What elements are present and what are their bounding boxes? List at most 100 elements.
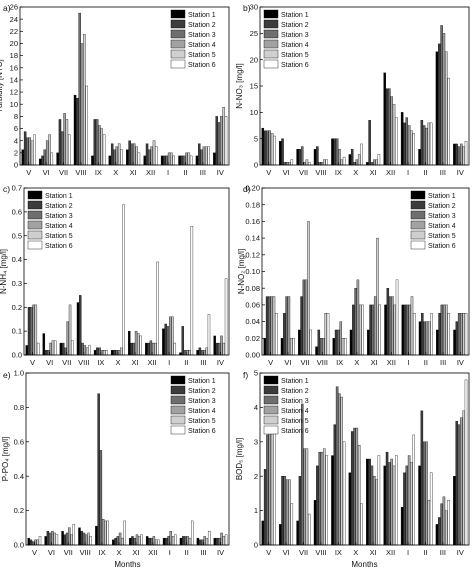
- panel-c: c) 0.0 0.1 0.2 0.3 0.4 0.5 0.6 0.7 V VI VII VIII IX X X…: [0, 184, 230, 367]
- bar-station-3-X: [354, 288, 357, 356]
- legend-swatch: [263, 385, 279, 395]
- bar-station-6-VIII: [89, 536, 92, 546]
- x-tick-label: XI: [131, 358, 138, 367]
- bar-station-3-VIII: [82, 532, 86, 546]
- bar-station-1-II: [179, 537, 183, 546]
- x-tick-label: IV: [457, 358, 464, 367]
- legend-label: Station 5: [188, 418, 216, 425]
- bar-station-2-XII: [385, 451, 389, 546]
- bar-station-2-XII: [385, 88, 389, 166]
- bar-station-5-IV: [462, 313, 465, 356]
- legend: Station 1 Station 2 Station 3 Station 4 Stat…: [263, 375, 309, 435]
- bar-station-1-VII: [296, 520, 299, 546]
- bar-station-5-VI: [48, 134, 51, 166]
- bar-station-4-VI: [285, 479, 289, 546]
- bar-station-4-XI: [373, 476, 376, 546]
- bar-station-2-X: [350, 431, 354, 546]
- bar-station-4-I: [408, 304, 411, 356]
- x-tick-label: VII: [301, 358, 310, 367]
- bar-station-6-II: [430, 313, 433, 356]
- x-tick-label: VI: [43, 168, 50, 177]
- bar-station-2-X: [352, 304, 355, 356]
- bar-station-4-III: [442, 33, 446, 166]
- bar-station-3-VI: [43, 149, 47, 166]
- bar-station-3-IX: [335, 138, 339, 166]
- y-tick-label: 20: [10, 39, 18, 48]
- bar-station-6-XII: [395, 117, 398, 166]
- bar-station-6-V: [38, 536, 42, 546]
- legend-swatch: [410, 190, 426, 200]
- x-tick-label: III: [440, 168, 446, 177]
- bar-station-1-IX: [91, 155, 94, 166]
- bar-station-3-IX: [337, 329, 340, 356]
- legend-label: Station 6: [281, 62, 309, 69]
- legend-swatch: [410, 210, 426, 220]
- bar-station-5-VIII: [323, 448, 326, 546]
- bar-station-3-II: [423, 321, 426, 356]
- y-tick-label: 0: [14, 161, 18, 170]
- bar-station-2-VII: [63, 534, 67, 546]
- x-tick-label: VII: [64, 548, 73, 557]
- bar-station-4-IX: [339, 321, 342, 356]
- bar-station-3-X: [113, 149, 116, 166]
- bar-station-4-X: [356, 279, 360, 356]
- bar-station-4-XI: [373, 296, 377, 356]
- y-tick-label: 20: [250, 55, 258, 64]
- x-tick-label: V: [30, 358, 35, 367]
- x-tick-label: IV: [217, 168, 224, 177]
- bar-station-3-I: [167, 536, 170, 546]
- bar-station-2-III: [438, 517, 441, 546]
- y-tick-label: 0.0: [14, 541, 24, 550]
- bar-station-5-I: [410, 296, 414, 356]
- legend-swatch: [27, 240, 43, 250]
- bar-station-6-XII: [157, 539, 160, 546]
- y-tick-label: 0.8: [14, 403, 24, 412]
- y-axis-label: N-NO₂ [mg/l]: [237, 249, 246, 294]
- bar-station-6-III: [447, 500, 450, 546]
- x-tick-label: IX: [336, 358, 343, 367]
- bar-station-1-X: [349, 329, 353, 356]
- bar-station-5-III: [445, 304, 448, 356]
- legend-label: Station 1: [188, 12, 216, 19]
- bar-station-5-XII: [152, 140, 156, 166]
- bar-station-3-I: [405, 117, 409, 166]
- bar-station-1-XI: [366, 458, 369, 546]
- bar-station-5-III: [445, 51, 448, 166]
- legend-label: Station 6: [188, 428, 216, 435]
- bar-station-4-V: [32, 304, 35, 356]
- x-tick-label: II: [184, 358, 188, 367]
- x-tick-label: X: [115, 358, 120, 367]
- x-tick-label: III: [200, 548, 206, 557]
- bar-station-2-V: [27, 307, 31, 356]
- legend-swatch: [263, 29, 279, 39]
- bar-station-5-X: [117, 143, 121, 166]
- y-axis-label: P-PO₄ [mg/l]: [1, 437, 10, 482]
- x-tick-label: II: [183, 168, 187, 177]
- legend-swatch: [263, 405, 279, 415]
- bar-station-6-XI: [140, 534, 143, 546]
- legend-swatch: [263, 415, 279, 425]
- bar-station-4-V: [270, 296, 273, 356]
- bar-station-3-XII: [388, 296, 392, 356]
- x-tick-label: XI: [130, 168, 137, 177]
- legend-label: Station 6: [428, 243, 456, 250]
- bar-station-6-II: [429, 472, 433, 546]
- bar-station-4-I: [169, 316, 172, 356]
- bar-station-5-X: [121, 537, 124, 546]
- bar-station-5-XI: [375, 479, 378, 546]
- bar-station-3-VIII: [319, 338, 323, 356]
- bar-station-3-VI: [48, 532, 52, 546]
- bar-station-3-XI: [132, 342, 136, 356]
- y-tick-label: 0.6: [12, 207, 22, 216]
- bar-station-3-VII: [301, 146, 304, 166]
- bar-station-3-XI: [133, 537, 136, 546]
- y-tick-label: 14: [10, 76, 18, 85]
- bar-station-4-V: [28, 137, 32, 166]
- panel-letter: f): [243, 370, 248, 380]
- bar-station-2-X: [110, 143, 114, 166]
- bar-station-1-V: [25, 345, 28, 356]
- bar-station-1-VII: [56, 152, 59, 166]
- bar-station-4-III: [442, 304, 446, 356]
